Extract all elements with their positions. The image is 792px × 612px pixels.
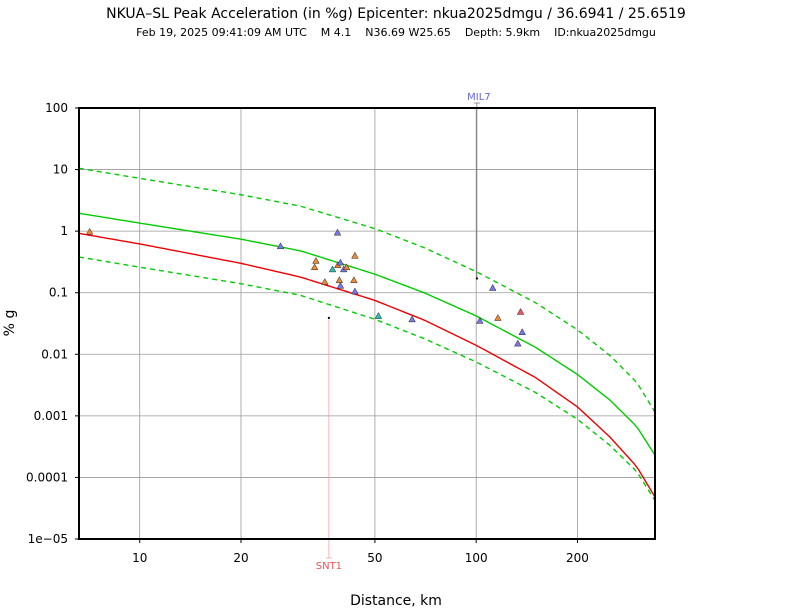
station-label: SNT1 — [316, 561, 342, 572]
model-curves — [78, 167, 656, 502]
uncertainty-curve — [78, 167, 656, 413]
x-tick-label: 20 — [233, 551, 248, 565]
data-point — [476, 316, 484, 324]
x-tick-label: 50 — [367, 551, 382, 565]
data-point — [312, 256, 320, 264]
model-curve — [78, 232, 656, 498]
data-point — [336, 281, 345, 289]
y-axis-label: % g — [2, 310, 18, 337]
data-point — [321, 278, 329, 285]
chart-subtitle: Feb 19, 2025 09:41:09 AM UTC M 4.1 N36.6… — [136, 26, 656, 39]
data-point — [350, 276, 358, 284]
data-point — [351, 251, 359, 259]
data-points — [85, 227, 526, 347]
station-dot — [327, 316, 331, 319]
data-point — [518, 328, 526, 335]
data-point — [333, 228, 342, 236]
model-curve — [78, 212, 656, 456]
y-tick-label: 0.001 — [34, 409, 68, 423]
y-tick-label: 1 — [60, 224, 68, 238]
x-tick-label: 10 — [132, 551, 147, 565]
plot-frame — [78, 107, 656, 540]
y-tick-label: 10 — [53, 163, 68, 177]
data-point — [374, 312, 383, 319]
x-axis-ticks: 10 20 50 100 200 — [132, 539, 589, 565]
data-point — [351, 287, 359, 295]
data-point — [336, 258, 345, 266]
data-point — [335, 276, 344, 284]
x-axis-label: Distance, km — [350, 593, 442, 609]
data-point — [328, 265, 337, 273]
x-tick-label: 100 — [465, 551, 488, 565]
data-point — [276, 242, 285, 250]
y-tick-label: 0.1 — [49, 286, 68, 300]
y-tick-label: 0.01 — [41, 347, 68, 361]
station-label: MIL7 — [467, 92, 491, 103]
data-point — [342, 263, 351, 271]
chart-title: NKUA–SL Peak Acceleration (in %g) Epicen… — [106, 6, 686, 22]
data-point — [488, 283, 497, 291]
y-tick-label: 1e−05 — [28, 532, 68, 546]
uncertainty-curve — [78, 256, 656, 502]
y-tick-label: 0.0001 — [26, 470, 68, 484]
data-point — [408, 315, 416, 323]
station-dot — [475, 277, 479, 280]
y-axis-ticks: 100 10 1 0.1 0.01 0.001 0.0001 1e−05 — [26, 101, 79, 546]
station-markers: MIL7 SNT1 — [316, 92, 491, 572]
x-tick-label: 200 — [566, 551, 589, 565]
data-point — [516, 307, 525, 315]
data-point — [514, 339, 522, 347]
data-point — [494, 314, 502, 321]
y-tick-label: 100 — [45, 101, 68, 115]
grid — [79, 107, 655, 540]
data-point — [85, 227, 94, 235]
data-point — [310, 263, 319, 271]
